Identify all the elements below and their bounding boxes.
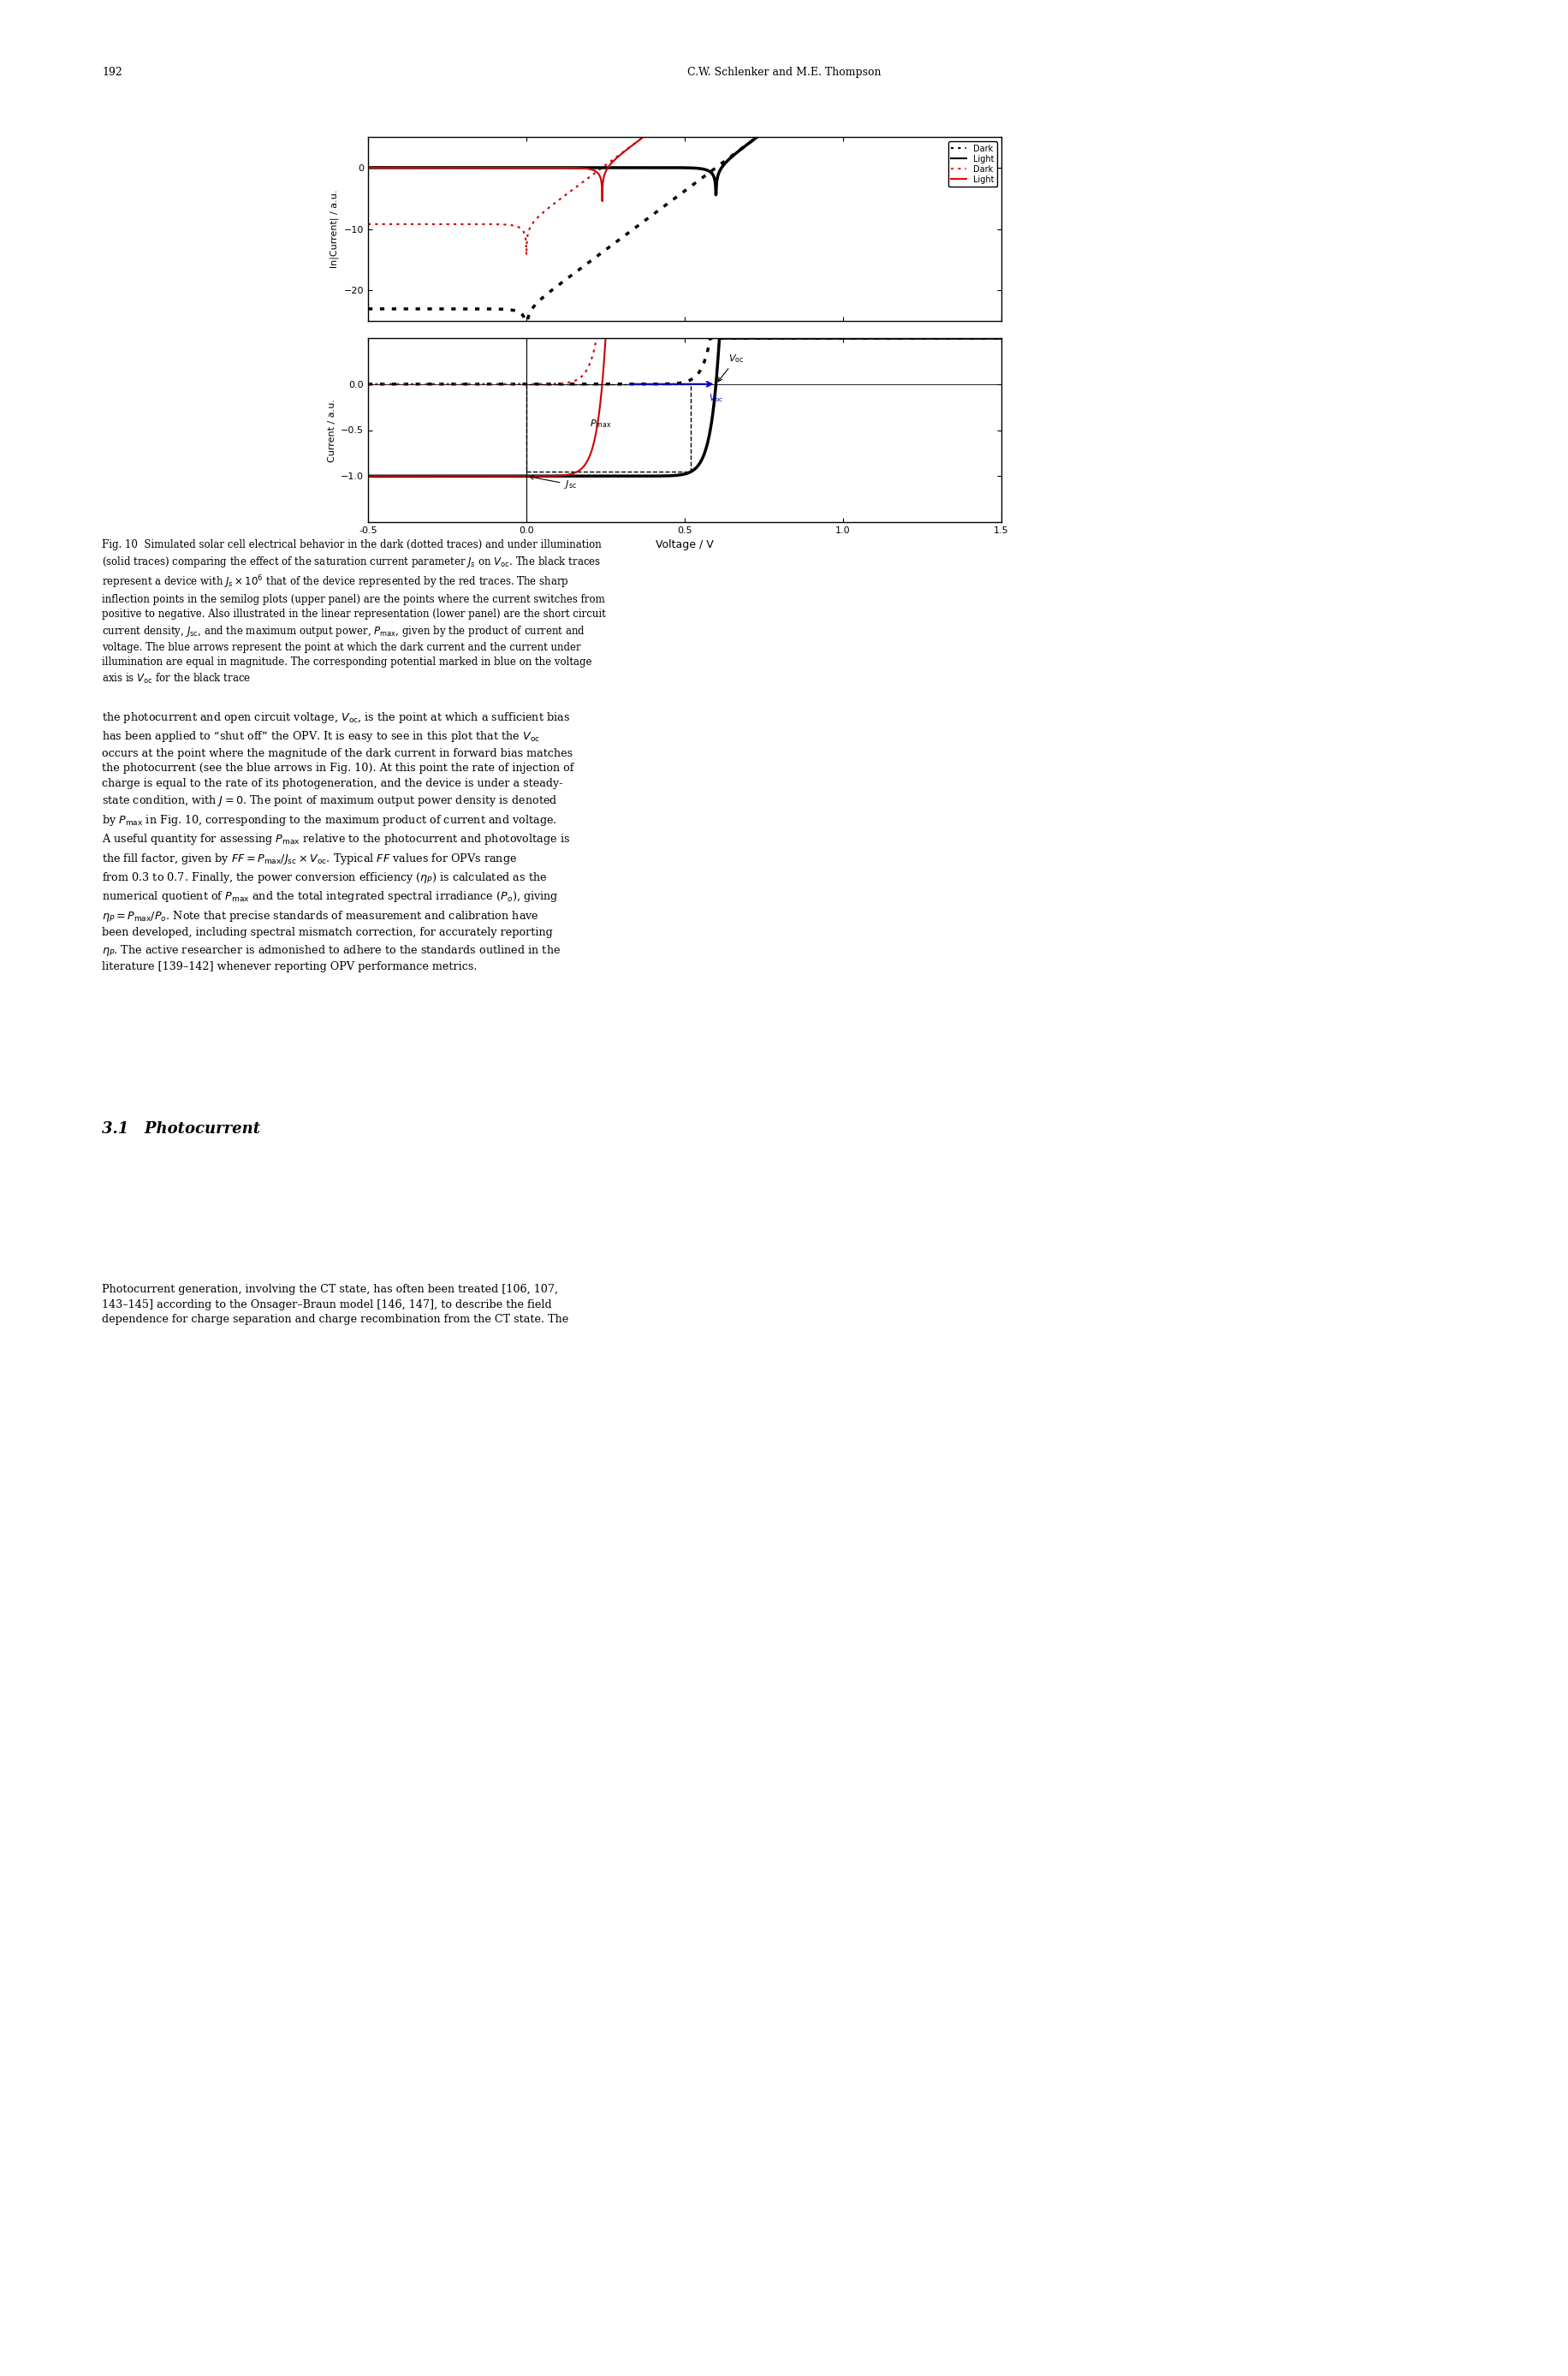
Text: Photocurrent generation, involving the CT state, has often been treated [106, 10: Photocurrent generation, involving the C… <box>102 1283 569 1326</box>
Bar <box>527 385 691 473</box>
Text: the photocurrent and open circuit voltage, $V_{\rm oc}$, is the point at which a: the photocurrent and open circuit voltag… <box>102 710 574 972</box>
X-axis label: Voltage / V: Voltage / V <box>655 539 713 551</box>
Text: $P_{\rm max}$: $P_{\rm max}$ <box>590 418 612 430</box>
Text: $J_{\rm sc}$: $J_{\rm sc}$ <box>530 475 577 489</box>
Text: 192: 192 <box>102 67 122 78</box>
Text: $V_{\rm oc}$: $V_{\rm oc}$ <box>718 352 745 383</box>
Text: C.W. Schlenker and M.E. Thompson: C.W. Schlenker and M.E. Thompson <box>687 67 881 78</box>
Legend: Dark, Light, Dark, Light: Dark, Light, Dark, Light <box>949 140 997 188</box>
Text: Fig. 10  Simulated solar cell electrical behavior in the dark (dotted traces) an: Fig. 10 Simulated solar cell electrical … <box>102 539 605 684</box>
Text: 3.1   Photocurrent: 3.1 Photocurrent <box>102 1121 260 1136</box>
Text: $V_{\rm oc}$: $V_{\rm oc}$ <box>709 392 723 404</box>
Y-axis label: Current / a.u.: Current / a.u. <box>328 399 336 461</box>
Y-axis label: ln|Current| / a.u.: ln|Current| / a.u. <box>329 190 339 268</box>
